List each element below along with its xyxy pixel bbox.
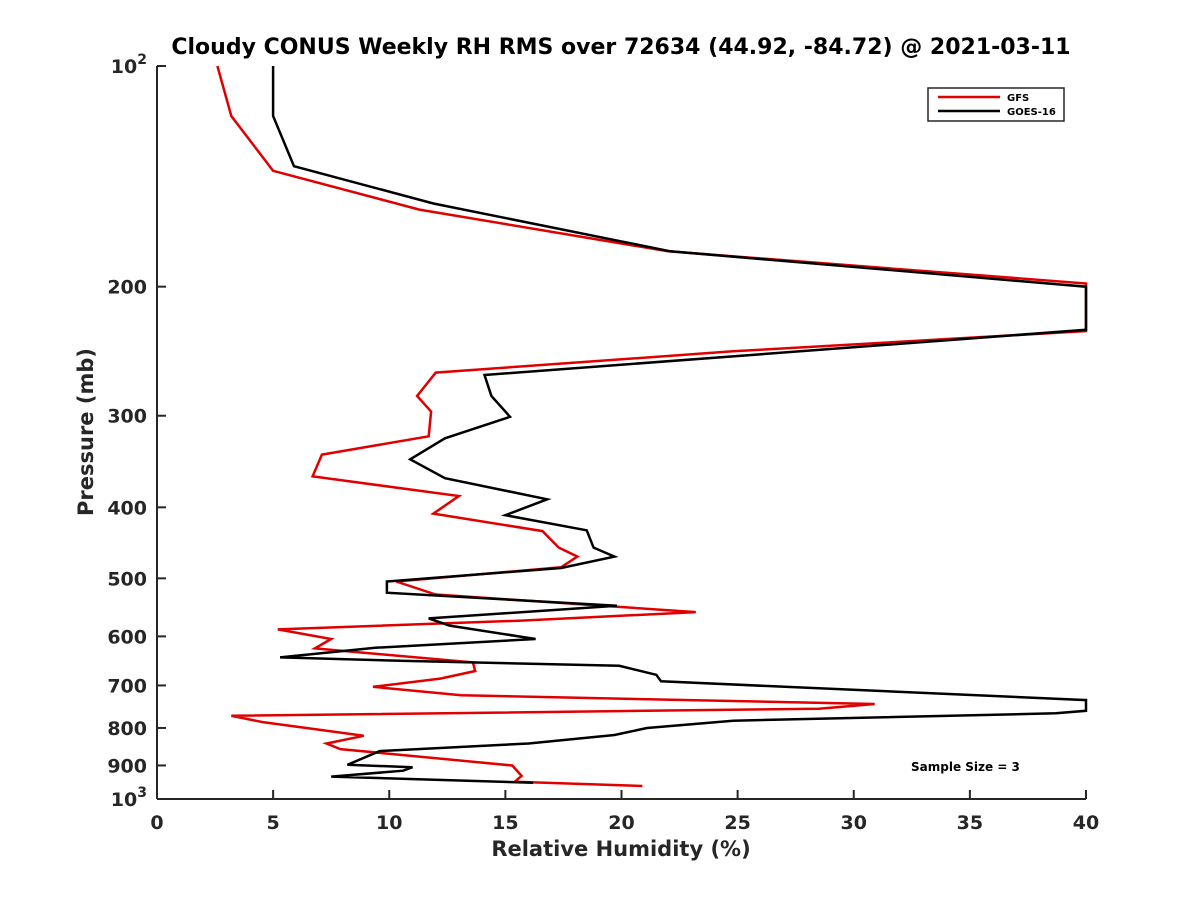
series-layer xyxy=(216,65,1088,788)
y-tick-label-600: 600 xyxy=(107,626,147,648)
x-tick-label-35: 35 xyxy=(957,812,983,834)
y-tick-label-500: 500 xyxy=(107,568,147,590)
y-tick-label-200: 200 xyxy=(107,277,147,299)
y-tick-label-800: 800 xyxy=(107,718,147,740)
x-tick-label-10: 10 xyxy=(376,812,402,834)
x-axis-label: Relative Humidity (%) xyxy=(491,837,750,861)
x-tick-label-0: 0 xyxy=(150,812,163,834)
y-ticks: 102 200 300 400 500 600 700 800 900 103 xyxy=(107,52,166,811)
x-tick-label-15: 15 xyxy=(492,812,518,834)
x-tick-label-30: 30 xyxy=(841,812,867,834)
y-tick-label-300: 300 xyxy=(107,406,147,428)
y-tick-label-700: 700 xyxy=(107,675,147,697)
x-tick-label-20: 20 xyxy=(608,812,634,834)
series-line-goes16 xyxy=(271,66,1088,784)
y-tick-label-900: 900 xyxy=(107,755,147,777)
x-ticks: 0 5 10 15 20 25 30 35 40 xyxy=(150,790,1099,834)
x-tick-label-40: 40 xyxy=(1073,812,1099,834)
legend-box xyxy=(927,87,1065,122)
legend-label-gfs: GFS xyxy=(1007,93,1029,104)
legend: GFS GOES-16 xyxy=(927,87,1065,122)
y-tick-label-1000: 103 xyxy=(111,785,147,811)
plot-frame xyxy=(157,66,1086,799)
legend-label-goes16: GOES-16 xyxy=(1007,107,1056,118)
sample-size-annotation: Sample Size = 3 xyxy=(911,760,1020,774)
x-tick-label-25: 25 xyxy=(724,812,750,834)
y-axis-label: Pressure (mb) xyxy=(74,348,98,516)
x-tick-label-5: 5 xyxy=(267,812,280,834)
y-tick-label-100: 102 xyxy=(111,52,147,78)
chart-title: Cloudy CONUS Weekly RH RMS over 72634 (4… xyxy=(171,35,1070,60)
y-tick-label-400: 400 xyxy=(107,497,147,519)
plot-area xyxy=(157,66,1086,799)
